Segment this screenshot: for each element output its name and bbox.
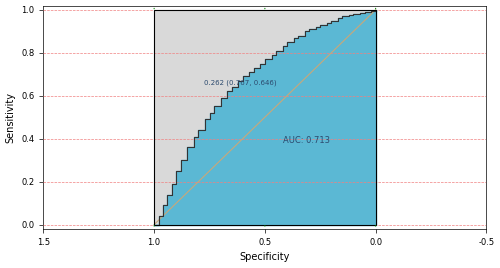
Bar bbox=[154, 10, 376, 225]
Text: 0.262 (0.767, 0.646): 0.262 (0.767, 0.646) bbox=[204, 80, 276, 86]
X-axis label: Specificity: Specificity bbox=[240, 252, 290, 262]
Polygon shape bbox=[154, 10, 376, 225]
Bar bbox=[154, 10, 376, 225]
Y-axis label: Sensitivity: Sensitivity bbox=[6, 92, 16, 143]
Text: AUC: 0.713: AUC: 0.713 bbox=[282, 136, 330, 145]
